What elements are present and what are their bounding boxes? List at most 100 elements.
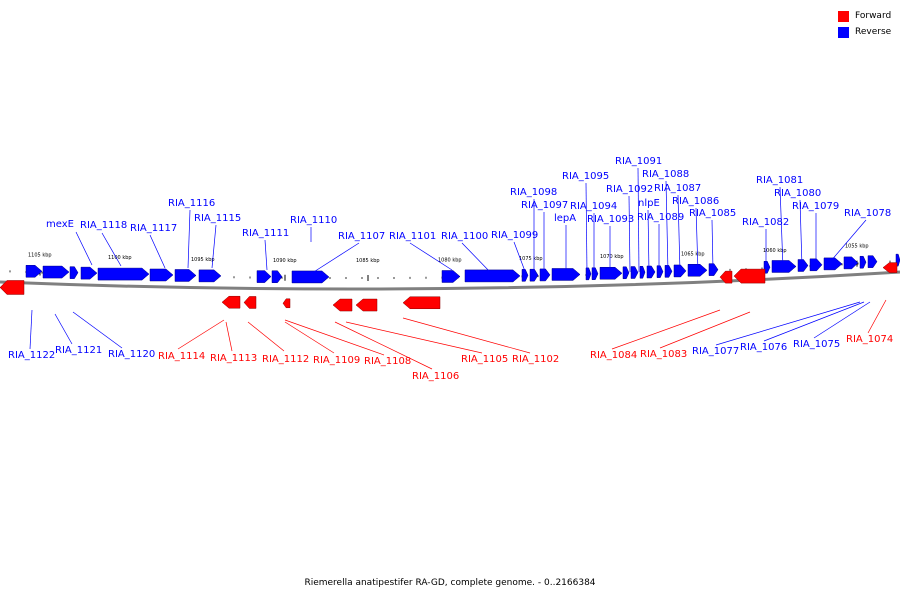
leader-line bbox=[829, 219, 867, 263]
leader-line bbox=[813, 301, 871, 339]
forward-gene-arrow bbox=[221, 295, 241, 309]
gene-label-ria-1084: RIA_1084 bbox=[590, 350, 637, 361]
gene-label-ria-1113: RIA_1113 bbox=[210, 353, 257, 364]
gene-label-mexe: mexE bbox=[46, 219, 74, 230]
reverse-gene-arrow bbox=[630, 266, 639, 279]
gene-labels: mexE RIA_1118 RIA_1117RIA_1116RIA_1115RIA_… bbox=[8, 156, 893, 382]
gene-label-ria-1102: RIA_1102 bbox=[512, 354, 559, 365]
forward-swatch bbox=[838, 10, 849, 22]
gene-label-ria-1120: RIA_1120 bbox=[108, 349, 155, 360]
gene-label-ria-1118: RIA_1118 bbox=[80, 220, 127, 231]
reverse-gene-arrow bbox=[256, 270, 272, 283]
reverse-gene-arrow bbox=[149, 268, 174, 282]
reverse-gene-arrow bbox=[521, 269, 529, 282]
gene-label-ria-1085: RIA_1085 bbox=[689, 208, 736, 219]
leader-line bbox=[513, 241, 527, 275]
leader-line bbox=[187, 209, 191, 269]
gene-label-ria-1121: RIA_1121 bbox=[55, 345, 102, 356]
gene-features bbox=[0, 253, 900, 312]
gene-label-ria-1112: RIA_1112 bbox=[262, 354, 309, 365]
leader-line bbox=[461, 242, 493, 275]
scale-tick-label: 1070 kbp bbox=[600, 254, 624, 260]
gene-label-ria-1083: RIA_1083 bbox=[640, 349, 687, 360]
reverse-gene-arrow bbox=[174, 269, 197, 282]
reverse-gene-arrow bbox=[708, 263, 719, 276]
gene-label-ria-1082: RIA_1082 bbox=[742, 217, 789, 228]
reverse-gene-arrow bbox=[539, 268, 551, 282]
leader-line bbox=[677, 194, 681, 273]
gene-label-ria-1092: RIA_1092 bbox=[606, 184, 653, 195]
gene-label-ria-1111: RIA_1111 bbox=[242, 228, 289, 239]
gene-label-ria-1106: RIA_1106 bbox=[412, 371, 459, 382]
gene-label-ria-1091: RIA_1091 bbox=[615, 156, 662, 167]
gene-label-ria-1087: RIA_1087 bbox=[654, 183, 701, 194]
legend-item-reverse: Reverse bbox=[838, 24, 891, 40]
leader-line bbox=[101, 232, 122, 267]
leader-line bbox=[345, 321, 483, 354]
reverse-gene-arrow bbox=[771, 260, 797, 273]
scale-tick-label: 1095 kbp bbox=[191, 257, 215, 263]
leader-line bbox=[711, 219, 714, 271]
gene-label-ria-1099: RIA_1099 bbox=[491, 230, 538, 241]
gene-label-nlpe: nlpE bbox=[638, 198, 660, 209]
gene-label-ria-1100: RIA_1100 bbox=[441, 231, 488, 242]
gene-label-ria-1110: RIA_1110 bbox=[290, 215, 337, 226]
forward-gene-arrow bbox=[719, 270, 733, 284]
gene-label-ria-1109: RIA_1109 bbox=[313, 355, 360, 366]
reverse-gene-arrow bbox=[69, 266, 79, 279]
gene-label-ria-1098: RIA_1098 bbox=[510, 187, 557, 198]
gene-label-ria-1086: RIA_1086 bbox=[672, 196, 719, 207]
reverse-gene-arrow bbox=[97, 267, 150, 281]
leader-line bbox=[284, 319, 385, 356]
reverse-gene-arrow bbox=[551, 268, 581, 281]
leader-line bbox=[264, 239, 268, 271]
gene-label-ria-1089: RIA_1089 bbox=[637, 212, 684, 223]
scale-tick-label: 1085 kbp bbox=[356, 258, 380, 264]
gene-label-ria-1077: RIA_1077 bbox=[692, 346, 739, 357]
forward-gene-arrow bbox=[355, 298, 378, 312]
leader-line bbox=[867, 299, 887, 334]
scale-tick-label: 1075 kbp bbox=[519, 256, 543, 262]
gene-label-ria-1115: RIA_1115 bbox=[194, 213, 241, 224]
gene-label-ria-1079: RIA_1079 bbox=[792, 201, 839, 212]
gene-label-ria-1081: RIA_1081 bbox=[756, 175, 803, 186]
scale-tick-label: 1100 kbp bbox=[108, 255, 132, 261]
forward-gene-arrow bbox=[282, 298, 291, 309]
leader-line bbox=[402, 317, 531, 354]
leader-line bbox=[149, 234, 166, 269]
leader-line bbox=[177, 319, 225, 350]
legend-item-forward: Forward bbox=[838, 8, 891, 24]
leader-line bbox=[779, 186, 784, 269]
leader-line bbox=[647, 209, 650, 273]
leader-line bbox=[637, 167, 640, 273]
reverse-gene-arrow bbox=[823, 257, 843, 271]
gene-label-ria-1117: RIA_1117 bbox=[130, 223, 177, 234]
reverse-gene-arrow bbox=[843, 256, 859, 270]
scale-tick-label: 1090 kbp bbox=[273, 258, 297, 264]
gene-label-ria-1075: RIA_1075 bbox=[793, 339, 840, 350]
leader-line bbox=[247, 321, 285, 352]
reverse-gene-arrow bbox=[599, 266, 623, 280]
reverse-gene-arrow bbox=[867, 255, 878, 268]
reverse-gene-arrow bbox=[464, 269, 521, 283]
leader-line bbox=[585, 182, 588, 274]
reverse-gene-arrow bbox=[646, 265, 656, 279]
reverse-gene-arrow bbox=[80, 266, 98, 280]
reverse-swatch bbox=[838, 26, 849, 38]
reverse-gene-arrow bbox=[664, 265, 673, 278]
leader-line bbox=[409, 242, 453, 271]
leader-line bbox=[695, 207, 699, 273]
gene-label-ria-1095: RIA_1095 bbox=[562, 171, 609, 182]
leader-line bbox=[611, 309, 721, 350]
scale-tick-label: 1080 kbp bbox=[438, 258, 462, 264]
genome-backbone bbox=[0, 270, 900, 291]
reverse-gene-arrow bbox=[797, 259, 809, 272]
label-leader-lines bbox=[29, 167, 887, 370]
gene-label-lepa: lepA bbox=[554, 213, 576, 224]
leader-line bbox=[308, 242, 360, 276]
leader-line bbox=[628, 195, 631, 273]
gene-label-ria-1122: RIA_1122 bbox=[8, 350, 55, 361]
forward-gene-arrow bbox=[882, 262, 898, 273]
reverse-gene-arrow bbox=[656, 265, 664, 278]
